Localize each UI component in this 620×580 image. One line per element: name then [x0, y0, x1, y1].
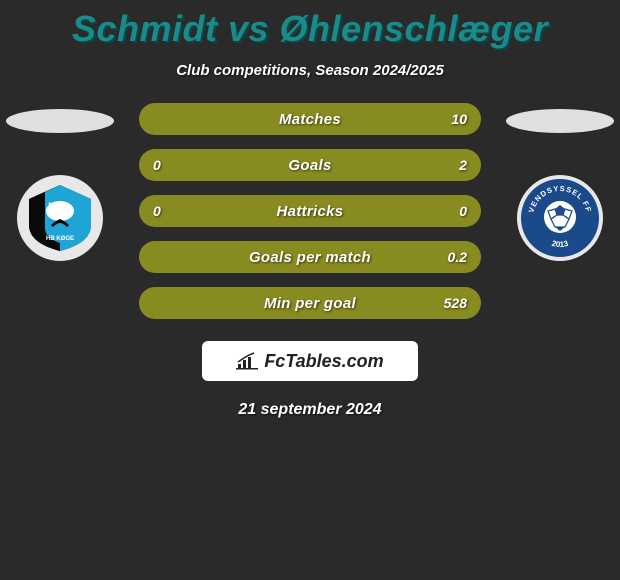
- stat-row-goals: 0 Goals 2: [139, 149, 481, 181]
- stat-row-matches: Matches 10: [139, 103, 481, 135]
- right-club-badge: VENDSYSSEL FF 2013: [517, 175, 603, 261]
- stat-label: Min per goal: [264, 295, 356, 312]
- stat-right-value: 0.2: [448, 249, 467, 265]
- stat-label: Goals: [288, 157, 331, 174]
- stat-row-goals-per-match: Goals per match 0.2: [139, 241, 481, 273]
- chart-icon: [236, 352, 258, 370]
- left-player-column: HB KØGE: [0, 103, 120, 261]
- right-player-silhouette: [506, 109, 614, 133]
- date-label: 21 september 2024: [0, 401, 620, 419]
- stat-row-hattricks: 0 Hattricks 0: [139, 195, 481, 227]
- season-subtitle: Club competitions, Season 2024/2025: [0, 62, 620, 79]
- left-club-badge: HB KØGE: [17, 175, 103, 261]
- watermark-text: FcTables.com: [264, 351, 383, 372]
- right-player-column: VENDSYSSEL FF 2013: [500, 103, 620, 261]
- stat-label: Hattricks: [277, 203, 344, 220]
- stat-left-value: 0: [153, 203, 161, 219]
- stat-right-value: 10: [451, 111, 467, 127]
- stats-list: Matches 10 0 Goals 2 0 Hattricks 0 Goals…: [139, 103, 481, 319]
- svg-text:2013: 2013: [551, 239, 570, 249]
- hb-koge-badge-icon: HB KØGE: [25, 183, 95, 253]
- stat-label: Goals per match: [249, 249, 371, 266]
- stat-right-value: 528: [444, 295, 467, 311]
- left-player-silhouette: [6, 109, 114, 133]
- stat-label: Matches: [279, 111, 341, 128]
- svg-text:HB KØGE: HB KØGE: [46, 236, 74, 242]
- stat-right-value: 2: [459, 157, 467, 173]
- watermark: FcTables.com: [202, 341, 418, 381]
- main-area: HB KØGE VENDSYSSEL FF 2: [0, 103, 620, 419]
- stat-row-min-per-goal: Min per goal 528: [139, 287, 481, 319]
- stat-left-value: 0: [153, 157, 161, 173]
- stat-right-value: 0: [459, 203, 467, 219]
- vendsyssel-badge-icon: VENDSYSSEL FF 2013: [521, 179, 599, 257]
- comparison-title: Schmidt vs Øhlenschlæger: [0, 0, 620, 50]
